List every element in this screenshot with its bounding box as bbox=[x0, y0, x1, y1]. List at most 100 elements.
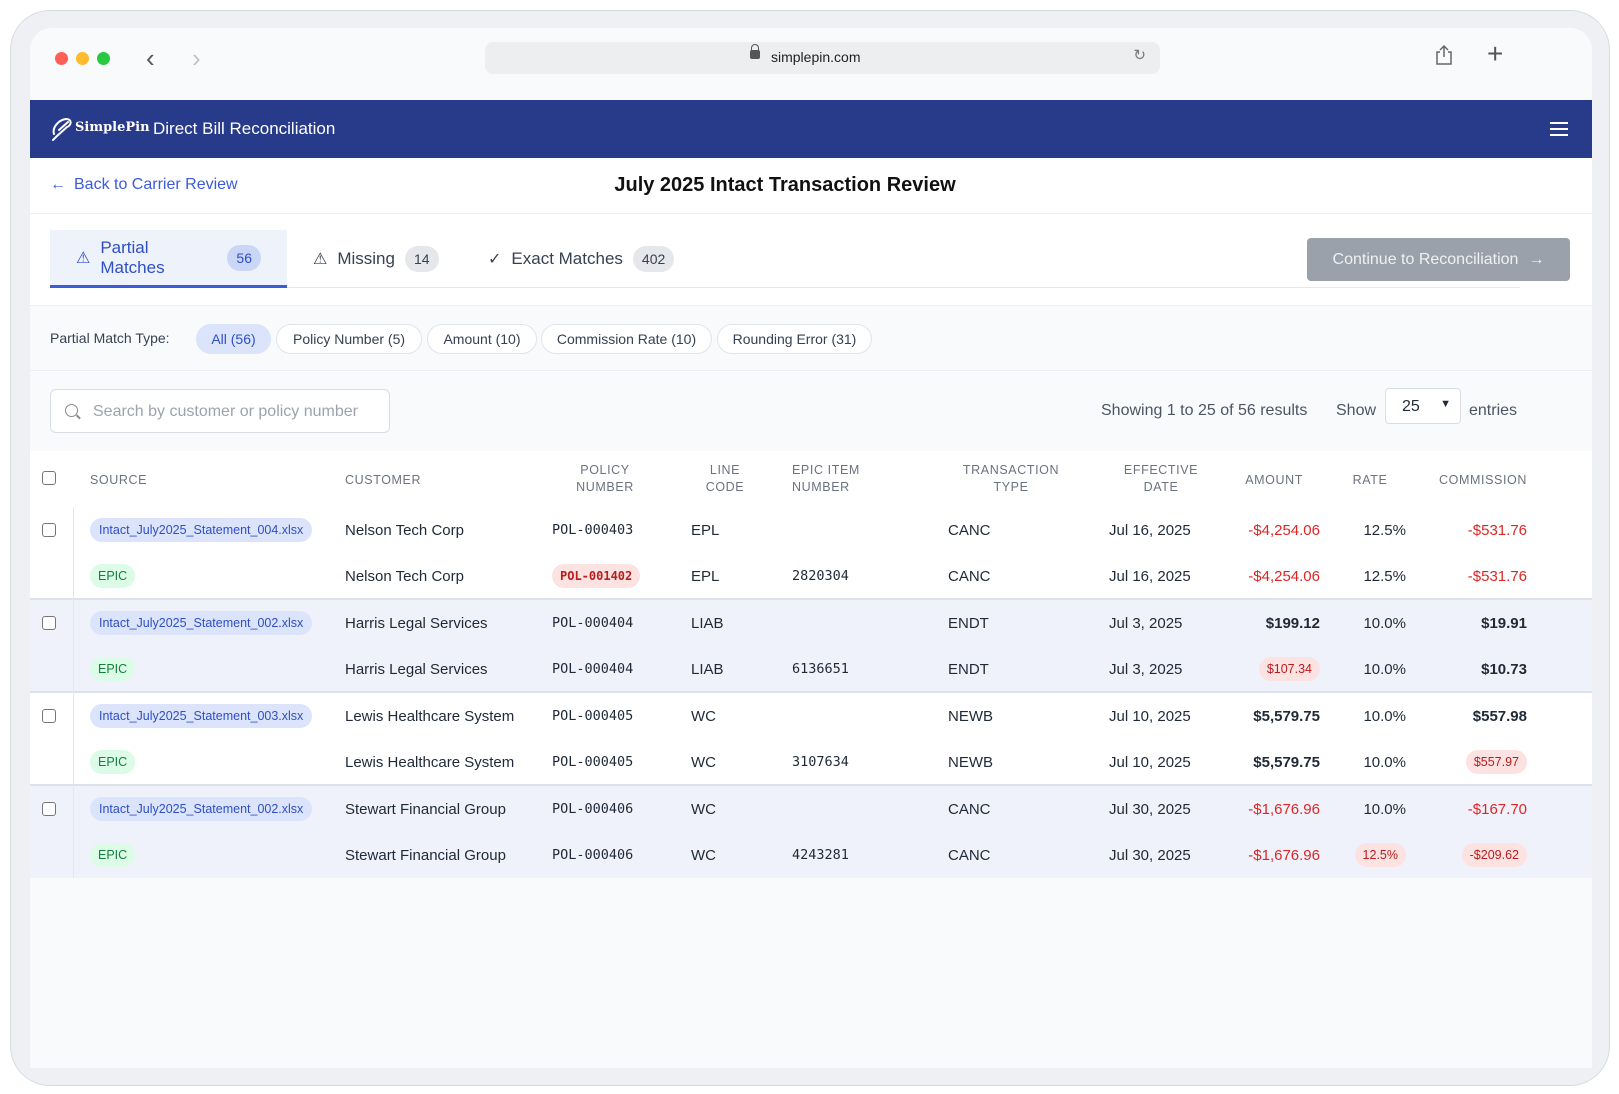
divider bbox=[73, 600, 74, 693]
warning-triangle-icon: ⚠ bbox=[313, 251, 328, 268]
policy-number-cell: POL-000406 bbox=[552, 801, 634, 817]
amount-cell: -$4,254.06 bbox=[1248, 521, 1320, 539]
header-text: DATE bbox=[1143, 480, 1179, 494]
filter-chip-amount[interactable]: Amount (10) bbox=[427, 324, 537, 354]
statement-file-badge: Intact_July2025_Statement_002.xlsx bbox=[90, 611, 313, 635]
filter-chip-all[interactable]: All (56) bbox=[196, 324, 271, 354]
rate-cell: 10.0% bbox=[1363, 753, 1406, 771]
statement-file-badge: Intact_July2025_Statement_002.xlsx bbox=[90, 797, 313, 821]
row-checkbox[interactable] bbox=[42, 523, 56, 537]
arrow-right-icon: → bbox=[1528, 250, 1545, 268]
maximize-window-button[interactable] bbox=[97, 52, 110, 65]
effective-date-cell: Jul 30, 2025 bbox=[1109, 800, 1191, 818]
effective-date-cell: Jul 3, 2025 bbox=[1109, 660, 1183, 678]
browser-forward-icon[interactable]: › bbox=[192, 43, 201, 73]
reload-icon[interactable]: ↻ bbox=[1133, 47, 1146, 64]
header-rate: RATE bbox=[1352, 473, 1388, 487]
amount-cell: -$1,676.96 bbox=[1248, 846, 1320, 864]
policy-number-cell: POL-000405 bbox=[552, 708, 634, 724]
entries-label: entries bbox=[1469, 402, 1518, 419]
policy-number-cell: POL-000404 bbox=[552, 615, 634, 631]
commission-cell: $19.91 bbox=[1481, 614, 1527, 632]
commission-cell: -$209.62 bbox=[1420, 832, 1527, 878]
tab-bar: ⚠ Partial Matches 56 ⚠ Missing 14 ✓ Exac… bbox=[50, 230, 1520, 288]
amount-cell: -$1,676.96 bbox=[1248, 800, 1320, 818]
minimize-window-button[interactable] bbox=[76, 52, 89, 65]
header-text: NUMBER bbox=[792, 480, 850, 494]
filter-chip-commission-rate[interactable]: Commission Rate (10) bbox=[541, 324, 712, 354]
amount-cell: -$4,254.06 bbox=[1248, 567, 1320, 585]
customer-cell: Harris Legal Services bbox=[345, 614, 488, 632]
line-code-cell: LIAB bbox=[691, 660, 724, 678]
tab-missing[interactable]: ⚠ Missing 14 bbox=[287, 230, 465, 288]
source-cell: EPIC bbox=[90, 553, 136, 599]
browser-chrome: ‹ › simplepin.com ↻ + bbox=[30, 28, 1592, 100]
transaction-type-cell: NEWB bbox=[948, 707, 993, 725]
line-code-cell: WC bbox=[691, 800, 716, 818]
epic-badge: EPIC bbox=[90, 750, 136, 774]
effective-date-cell: Jul 10, 2025 bbox=[1109, 753, 1191, 771]
header-text: EFFECTIVE bbox=[1123, 463, 1199, 477]
back-to-carrier-review-link[interactable]: ← Back to Carrier Review bbox=[50, 176, 238, 194]
new-tab-icon[interactable]: + bbox=[1487, 38, 1504, 69]
effective-date-cell: Jul 16, 2025 bbox=[1109, 567, 1191, 585]
policy-number-cell: POL-000406 bbox=[552, 847, 634, 863]
divider bbox=[73, 786, 74, 879]
rate-cell: 12.5% bbox=[1330, 832, 1406, 878]
logo-text: SimplePin bbox=[75, 120, 150, 135]
customer-cell: Lewis Healthcare System bbox=[345, 753, 515, 771]
header-text: TYPE bbox=[993, 480, 1029, 494]
statement-row: Intact_July2025_Statement_003.xlsx Lewis… bbox=[30, 693, 1592, 739]
tab-count-badge: 402 bbox=[632, 246, 675, 272]
epic-badge: EPIC bbox=[90, 657, 136, 681]
header-text: EPIC ITEM bbox=[792, 463, 860, 477]
header-effective-date: EFFECTIVE DATE bbox=[1111, 462, 1211, 496]
row-checkbox[interactable] bbox=[42, 616, 56, 630]
search-input[interactable] bbox=[93, 400, 378, 424]
source-cell: EPIC bbox=[90, 832, 136, 878]
tab-exact-matches[interactable]: ✓ Exact Matches 402 bbox=[462, 230, 700, 288]
filter-chip-rounding-error[interactable]: Rounding Error (31) bbox=[717, 324, 872, 354]
header-customer: CUSTOMER bbox=[345, 473, 422, 487]
menu-icon[interactable] bbox=[1550, 122, 1568, 136]
browser-back-icon[interactable]: ‹ bbox=[146, 43, 155, 73]
share-icon[interactable] bbox=[1435, 44, 1453, 66]
filter-chip-policy-number[interactable]: Policy Number (5) bbox=[276, 324, 422, 354]
app-title: Direct Bill Reconciliation bbox=[153, 119, 336, 138]
lock-icon bbox=[750, 44, 760, 59]
transaction-type-cell: ENDT bbox=[948, 660, 989, 678]
warning-triangle-icon: ⚠ bbox=[76, 249, 91, 267]
select-all-checkbox[interactable] bbox=[42, 471, 56, 485]
page-size-value: 25 bbox=[1402, 398, 1420, 415]
epic-badge: EPIC bbox=[90, 564, 136, 588]
header-source: SOURCE bbox=[90, 473, 148, 487]
match-group: Intact_July2025_Statement_002.xlsx Harri… bbox=[30, 600, 1592, 693]
continue-to-reconciliation-button[interactable]: Continue to Reconciliation → bbox=[1307, 238, 1570, 281]
divider bbox=[73, 507, 74, 600]
page-size-select[interactable]: 25 ▼ bbox=[1385, 388, 1461, 424]
match-group: Intact_July2025_Statement_003.xlsx Lewis… bbox=[30, 693, 1592, 786]
search-box bbox=[50, 389, 390, 433]
tab-partial-matches[interactable]: ⚠ Partial Matches 56 bbox=[50, 230, 287, 288]
effective-date-cell: Jul 16, 2025 bbox=[1109, 521, 1191, 539]
commission-cell: -$531.76 bbox=[1467, 567, 1527, 585]
row-checkbox[interactable] bbox=[42, 802, 56, 816]
table-header: SOURCE CUSTOMER POLICY NUMBER LINE CODE EP… bbox=[30, 451, 1592, 507]
mismatch-badge: -$209.62 bbox=[1461, 843, 1527, 867]
app-header: SimplePin Direct Bill Reconciliation bbox=[30, 100, 1592, 158]
transaction-type-cell: CANC bbox=[948, 800, 991, 818]
header-policy-number: POLICY NUMBER bbox=[565, 462, 645, 496]
customer-cell: Harris Legal Services bbox=[345, 660, 488, 678]
table-empty-area bbox=[30, 878, 1592, 1068]
header-text: TRANSACTION bbox=[962, 463, 1060, 477]
epic-item-cell: 4243281 bbox=[792, 847, 849, 863]
row-checkbox[interactable] bbox=[42, 709, 56, 723]
url-text: simplepin.com bbox=[771, 49, 861, 65]
transaction-type-cell: CANC bbox=[948, 521, 991, 539]
mismatch-badge: POL-001402 bbox=[552, 564, 641, 588]
epic-row: EPIC Stewart Financial Group POL-000406 … bbox=[30, 832, 1592, 878]
arrow-left-icon: ← bbox=[50, 176, 66, 193]
header-commission: COMMISSION bbox=[1439, 473, 1527, 487]
close-window-button[interactable] bbox=[55, 52, 68, 65]
address-bar[interactable]: simplepin.com ↻ bbox=[485, 42, 1160, 74]
